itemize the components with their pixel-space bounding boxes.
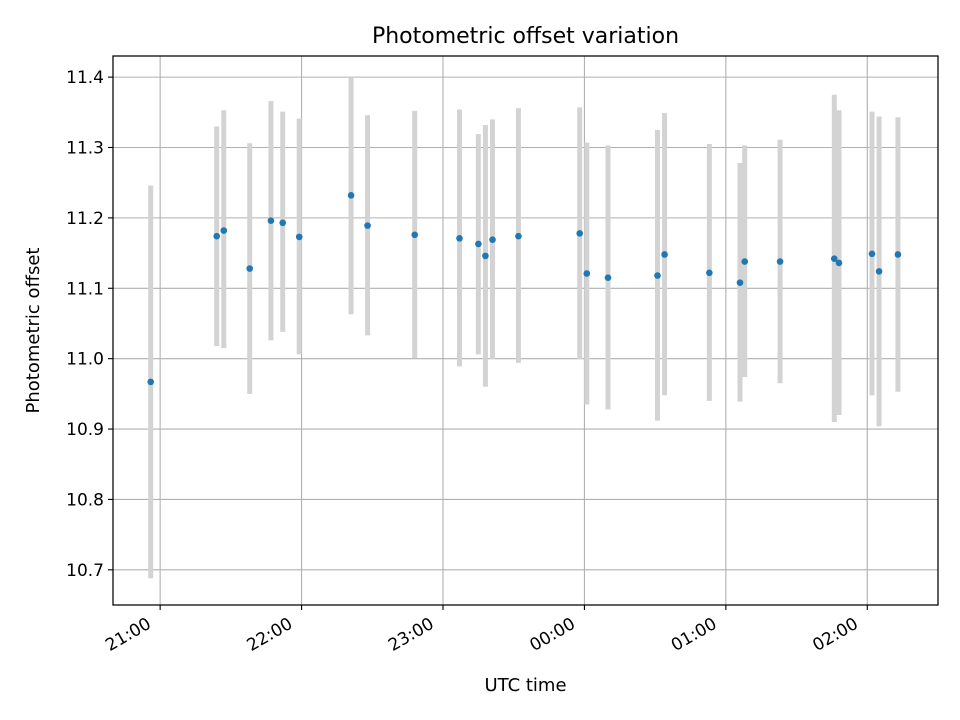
data-point [267,217,275,224]
y-tick-label: 11.3 [66,139,104,159]
y-axis-ticks: 10.7 10.8 10.9 11.0 11.1 11.2 11.3 11.4 [66,68,113,581]
data-point [489,236,496,244]
data-point [604,274,612,282]
y-tick-label: 10.9 [66,420,104,440]
data-point [411,231,419,239]
data-point [475,240,482,248]
chart-title: Photometric offset variation [372,24,679,49]
data-point [576,230,584,237]
data-point [830,255,838,263]
data-point [482,252,489,260]
data-point [220,227,228,234]
data-point [347,192,355,199]
y-tick-label: 10.7 [66,561,104,581]
data-point [515,232,522,240]
y-tick-label: 11.1 [66,279,104,299]
y-tick-label: 11.0 [66,350,104,370]
x-axis-label: UTC time [484,675,566,696]
data-point [706,269,713,277]
data-point [456,234,463,242]
data-point [661,251,668,258]
data-point [295,233,303,241]
y-tick-label: 11.4 [66,68,104,88]
y-tick-label: 10.8 [66,490,104,510]
plot-frame [112,55,939,606]
data-point [364,222,371,229]
data-point [868,250,876,258]
data-point [246,265,254,272]
data-points [147,192,902,386]
data-point [654,272,661,279]
data-point [736,279,744,286]
data-point [835,259,843,267]
data-point [213,232,221,240]
data-point [147,378,155,386]
y-tick-label: 11.2 [66,209,104,229]
data-point [776,258,784,265]
y-axis-label: Photometric offset [23,248,44,414]
data-point [741,258,749,265]
data-point [279,219,287,227]
data-point [583,270,591,277]
data-point [875,268,883,275]
data-point [894,251,902,258]
